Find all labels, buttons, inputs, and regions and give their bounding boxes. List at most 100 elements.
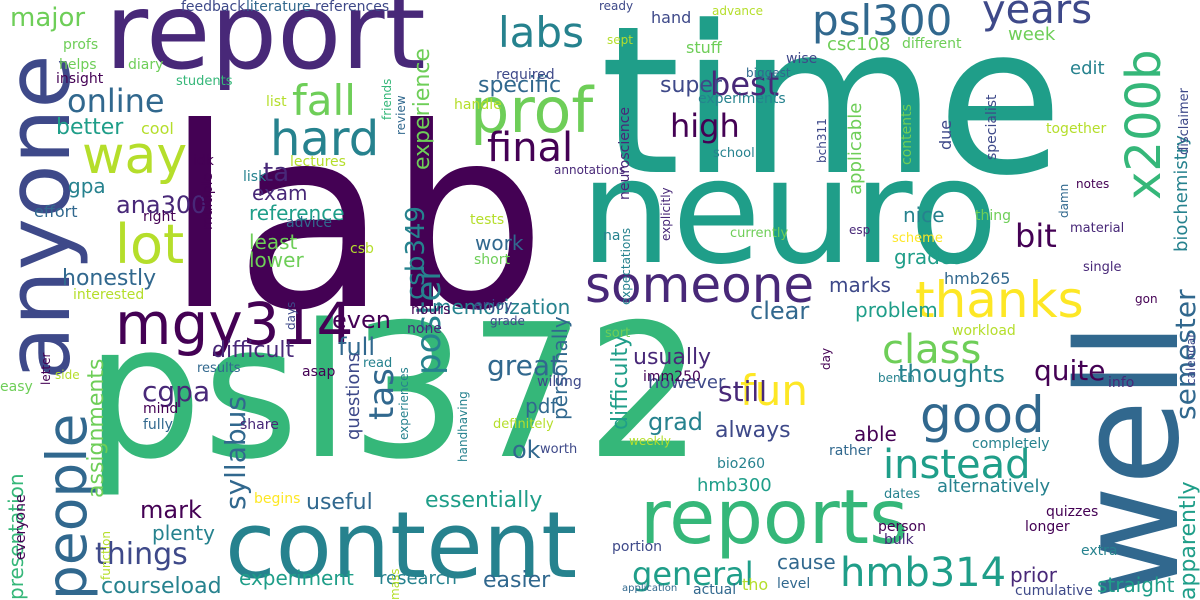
word-honestly: honestly bbox=[62, 266, 157, 291]
word-material: material bbox=[1070, 221, 1125, 236]
word-hmb300: hmb300 bbox=[697, 475, 772, 496]
word-thoughts: thoughts bbox=[898, 360, 1005, 388]
word-fall: fall bbox=[292, 76, 356, 125]
word-fully: fully bbox=[143, 417, 173, 433]
word-least: least bbox=[249, 230, 298, 254]
word-expectations: expectations bbox=[619, 227, 633, 305]
word-single: single bbox=[1083, 260, 1122, 275]
word-pdf: pdf bbox=[525, 394, 558, 418]
word-scheme: scheme bbox=[892, 231, 943, 246]
word-grad: grad bbox=[648, 408, 704, 436]
word-bio260: bio260 bbox=[717, 456, 766, 472]
word-ta: ta bbox=[263, 158, 290, 188]
word-school: school bbox=[713, 146, 755, 161]
word-cause: cause bbox=[777, 550, 836, 574]
word-full: full bbox=[338, 333, 375, 361]
word-definitely: definitely bbox=[493, 417, 554, 432]
word-effort: effort bbox=[34, 202, 78, 221]
word-portion: portion bbox=[612, 539, 663, 555]
word-begins: begins bbox=[254, 491, 301, 507]
word-marks: marks bbox=[829, 273, 891, 297]
word-apparently: apparently bbox=[1176, 481, 1200, 600]
word-idk: idk bbox=[193, 153, 214, 169]
word-specific: specific bbox=[478, 73, 562, 98]
word-work: work bbox=[475, 231, 524, 255]
word-gpa: gpa bbox=[68, 174, 106, 198]
word-cgpa: cgpa bbox=[142, 375, 211, 408]
word-wise: wise bbox=[786, 51, 818, 67]
word-tests: tests bbox=[470, 212, 505, 228]
word-specialist: specialist bbox=[984, 94, 1000, 160]
word-still: still bbox=[718, 375, 767, 408]
word-diary: diary bbox=[128, 57, 164, 73]
word-annotations: annotations bbox=[554, 163, 626, 177]
word-questions: questions bbox=[343, 352, 364, 440]
word-able: able bbox=[854, 422, 897, 446]
word-general: general bbox=[632, 555, 754, 593]
word-hmb265: hmb265 bbox=[944, 269, 1011, 288]
word-syllabus: syllabus bbox=[219, 396, 252, 510]
word-letter: letter bbox=[39, 352, 53, 385]
word-willing: willing bbox=[537, 374, 582, 390]
word-years: years bbox=[982, 0, 1093, 33]
word-weekly: weekly bbox=[629, 434, 671, 448]
word-currently: currently bbox=[730, 226, 789, 241]
word-function: function bbox=[99, 530, 113, 580]
word-neuroscience: neuroscience bbox=[617, 106, 633, 200]
word-instead: instead bbox=[883, 442, 1031, 488]
word-explicitly: explicitly bbox=[659, 187, 673, 241]
word-bench: bench bbox=[878, 371, 915, 385]
word-psl300: psl300 bbox=[812, 0, 953, 45]
word-alternatively: alternatively bbox=[937, 476, 1051, 497]
word-rather: rather bbox=[829, 443, 873, 459]
word-great: great bbox=[487, 349, 562, 382]
word-worth: worth bbox=[540, 442, 578, 457]
word-sort: sort bbox=[605, 326, 631, 341]
word-contents: contents bbox=[899, 104, 915, 165]
word-super: super bbox=[660, 73, 722, 98]
word-good: good bbox=[920, 386, 1045, 444]
word-profs: profs bbox=[63, 37, 99, 53]
word-clear: clear bbox=[750, 297, 810, 325]
word-literature: literature bbox=[246, 0, 311, 15]
word-esp: esp bbox=[849, 223, 871, 237]
word-content: content bbox=[225, 492, 578, 599]
word-week: week bbox=[1008, 24, 1056, 45]
word-bit: bit bbox=[1015, 217, 1057, 255]
word-reference: reference bbox=[249, 201, 345, 225]
word-workload: workload bbox=[952, 323, 1016, 339]
word-level: level bbox=[777, 576, 811, 592]
word-students: students bbox=[176, 74, 233, 89]
word-references: references bbox=[315, 0, 390, 15]
word-damn: damn bbox=[1057, 183, 1071, 218]
word-grades: grades bbox=[894, 245, 963, 269]
word-hmb314: hmb314 bbox=[840, 550, 1007, 596]
word-stuff: stuff bbox=[686, 38, 722, 57]
word-asap: asap bbox=[302, 364, 336, 380]
word-completely: completely bbox=[972, 436, 1050, 452]
word-report: report bbox=[105, 0, 426, 93]
word-hand: hand bbox=[651, 8, 692, 27]
word-enjoy: enjoy bbox=[474, 298, 513, 314]
word-csb: csb bbox=[350, 241, 374, 257]
word-assignments: assignments bbox=[84, 358, 109, 498]
word-ana300: ana300 bbox=[116, 191, 207, 219]
word-imm250: imm250 bbox=[643, 369, 701, 385]
word-tho: tho bbox=[742, 575, 769, 594]
word-difficult: difficult bbox=[212, 338, 295, 363]
word-labs: labs bbox=[498, 8, 584, 57]
word-ready: ready bbox=[599, 0, 634, 13]
word-insight: insight bbox=[56, 71, 104, 87]
word-day: day bbox=[819, 347, 833, 370]
word-prof: prof bbox=[470, 74, 594, 147]
word-final: final bbox=[487, 125, 574, 171]
word-things: things bbox=[95, 537, 188, 572]
word-problem: problem bbox=[855, 298, 938, 322]
word-grade: grade bbox=[490, 314, 525, 328]
word-handle: handle bbox=[454, 97, 502, 113]
word-cumulative: cumulative bbox=[1015, 583, 1093, 599]
word-lot: lot bbox=[115, 213, 185, 276]
word-advance: advance bbox=[712, 4, 764, 18]
word-essentially: essentially bbox=[425, 488, 543, 513]
word-experiment: experiment bbox=[239, 566, 354, 590]
